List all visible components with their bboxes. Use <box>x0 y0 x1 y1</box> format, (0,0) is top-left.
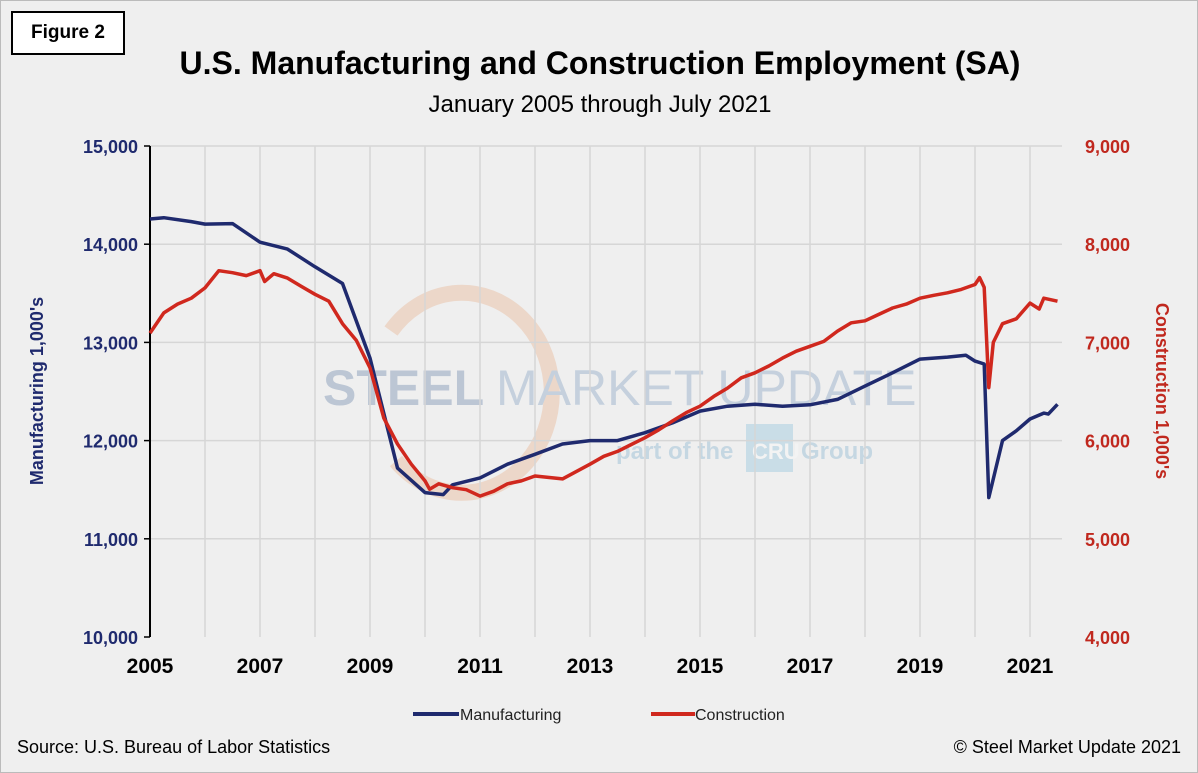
chart-title: U.S. Manufacturing and Construction Empl… <box>179 45 1021 81</box>
y-tick-label-left: 11,000 <box>84 530 138 550</box>
y-axis-right-label: Construction 1,000's <box>1152 303 1172 479</box>
y-tick-label-left: 15,000 <box>83 137 138 157</box>
watermark-text: CRU <box>752 439 800 464</box>
x-tick-label: 2017 <box>787 655 834 678</box>
y-tick-label-left: 13,000 <box>83 333 138 353</box>
x-tick-label: 2021 <box>1007 655 1054 678</box>
source-note: Source: U.S. Bureau of Labor Statistics <box>17 737 331 757</box>
copyright-note: © Steel Market Update 2021 <box>953 737 1181 757</box>
y-tick-label-right: 8,000 <box>1085 235 1130 255</box>
series-line-construction <box>148 268 1058 498</box>
x-tick-label: 2015 <box>677 655 724 678</box>
x-tick-label: 2009 <box>347 655 394 678</box>
legend-label-construction: Construction <box>695 707 785 724</box>
y-tick-label-left: 14,000 <box>83 235 138 255</box>
y-axis-left-label: Manufacturing 1,000's <box>27 297 47 485</box>
watermark-logo: STEEL MARKET UPDATE part of the CRU Grou… <box>323 284 916 501</box>
x-tick-label: 2005 <box>127 655 174 678</box>
y-tick-label-right: 7,000 <box>1085 333 1130 353</box>
x-tick-label: 2011 <box>457 655 503 678</box>
watermark-text: STEEL <box>323 360 484 416</box>
watermark-text: MARKET UPDATE <box>496 360 916 416</box>
x-tick-label: 2007 <box>237 655 284 678</box>
y-tick-label-right: 4,000 <box>1085 628 1130 648</box>
legend-label-manufacturing: Manufacturing <box>460 707 561 724</box>
y-tick-label-right: 9,000 <box>1085 137 1130 157</box>
y-tick-label-left: 10,000 <box>83 628 138 648</box>
y-tick-label-right: 5,000 <box>1085 530 1130 550</box>
legend: Manufacturing Construction <box>413 707 785 724</box>
watermark-text: Group <box>801 438 873 465</box>
figure-label: Figure 2 <box>11 11 125 55</box>
x-tick-label: 2019 <box>897 655 944 678</box>
x-tick-label: 2013 <box>567 655 614 678</box>
y-tick-label-right: 6,000 <box>1085 432 1130 452</box>
chart-subtitle: January 2005 through July 2021 <box>428 91 772 118</box>
y-tick-label-left: 12,000 <box>83 432 138 452</box>
